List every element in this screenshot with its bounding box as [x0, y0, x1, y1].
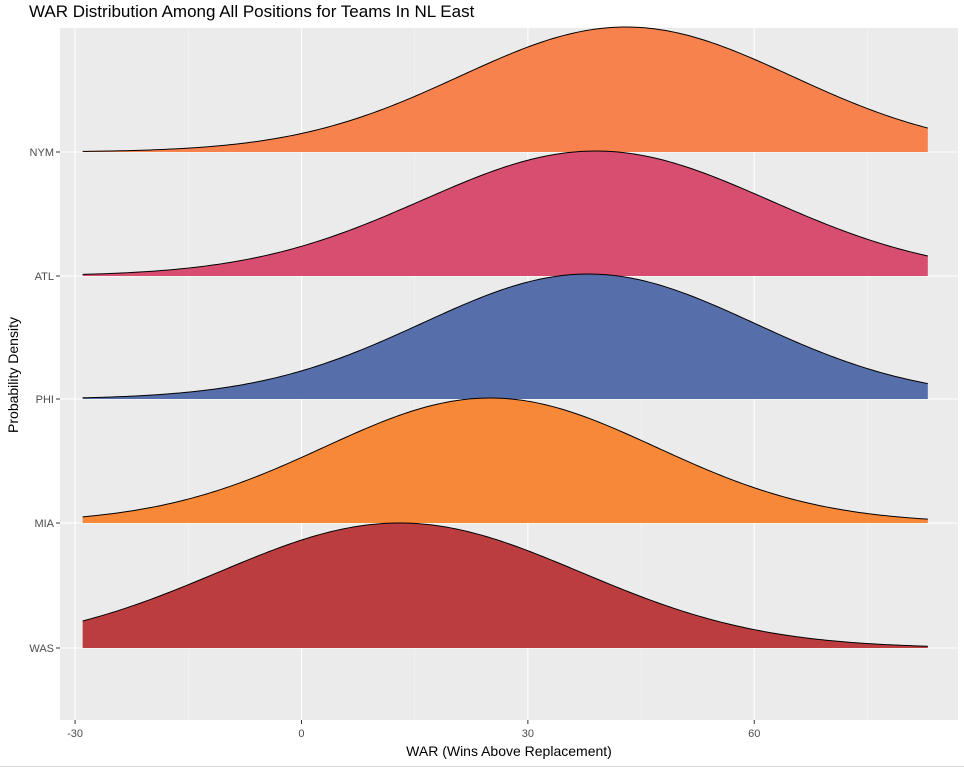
density-ridges [82, 26, 928, 648]
x-tick-label: 30 [522, 728, 534, 740]
x-tick-label: -30 [67, 728, 83, 740]
y-axis-title: Probability Density [5, 317, 21, 433]
y-tick-label-was: WAS [29, 643, 54, 655]
y-tick-label-mia: MIA [34, 518, 54, 530]
ridge-area-nym [82, 27, 928, 152]
ridge-area-atl [82, 151, 928, 276]
ridge-area-phi [82, 274, 928, 399]
ridge-area-mia [82, 398, 928, 523]
ridge-outline-mia [82, 397, 928, 520]
x-tick-label: 60 [748, 728, 760, 740]
y-axis-ticks: NYM ATL PHI MIA WAS [29, 147, 60, 655]
y-tick-label-atl: ATL [35, 271, 54, 283]
frame-bottom-line [0, 766, 964, 767]
ridge-outline-atl [82, 150, 928, 275]
ridge-outline-nym [82, 26, 928, 152]
ridge-outline-phi [82, 273, 928, 399]
x-axis-title: WAR (Wins Above Replacement) [406, 743, 612, 759]
x-axis-ticks: -30 0 30 60 [67, 720, 760, 740]
chart-title: WAR Distribution Among All Positions for… [29, 2, 475, 21]
ridge-area-was [82, 523, 928, 648]
y-tick-label-nym: NYM [30, 147, 54, 159]
x-tick-label: 0 [298, 728, 304, 740]
y-tick-label-phi: PHI [36, 394, 54, 406]
ridge-outline-was [82, 522, 928, 647]
